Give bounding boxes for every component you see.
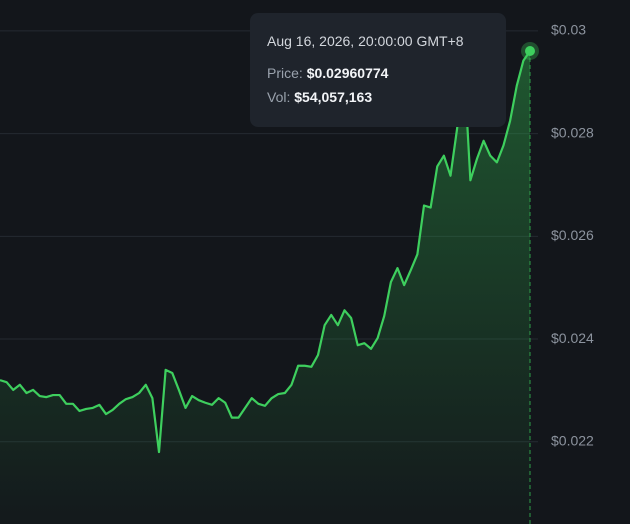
tooltip-vol: Vol: $54,057,163	[267, 89, 489, 105]
tooltip-price: Price: $0.02960774	[267, 65, 489, 81]
price-label: Price:	[267, 65, 303, 81]
tooltip: Aug 16, 2026, 20:00:00 GMT+8 Price: $0.0…	[250, 13, 506, 127]
y-tick-label: $0.024	[551, 330, 594, 346]
hover-point	[525, 45, 535, 56]
y-tick-label: $0.022	[551, 433, 594, 449]
vol-label: Vol:	[267, 89, 291, 105]
vol-value: $54,057,163	[294, 89, 373, 105]
y-tick-label: $0.028	[551, 124, 594, 140]
price-line	[0, 50, 531, 454]
y-tick-label: $0.03	[551, 22, 586, 38]
price-value: $0.02960774	[306, 65, 389, 81]
area	[0, 50, 530, 524]
tooltip-date: Aug 16, 2026, 20:00:00 GMT+8	[267, 33, 464, 49]
y-tick-label: $0.026	[551, 227, 594, 243]
